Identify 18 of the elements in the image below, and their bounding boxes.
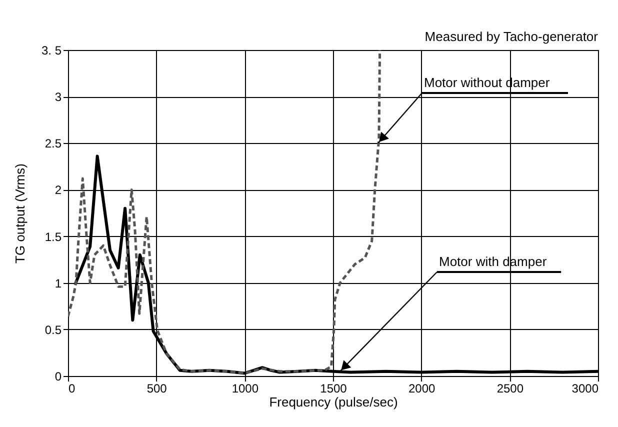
y-axis-title: TG output (Vrms) bbox=[12, 164, 28, 264]
y-tick-label: 0 bbox=[54, 370, 62, 384]
y-tick-label: 2.5 bbox=[44, 136, 62, 151]
x-tick-label: 0 bbox=[68, 382, 76, 396]
x-tick-label: 500 bbox=[146, 382, 168, 396]
y-tick-label: 3. 5 bbox=[41, 44, 62, 58]
x-tick-label: 2000 bbox=[408, 382, 436, 396]
y-tick-label: 2 bbox=[54, 183, 62, 198]
chart-subtitle: Measured by Tacho-generator bbox=[424, 29, 599, 44]
x-tick-label: 2500 bbox=[496, 382, 524, 396]
x-tick-label: 1500 bbox=[320, 382, 348, 396]
x-tick-label: 1000 bbox=[232, 382, 259, 396]
y-tick-label: 0.5 bbox=[44, 322, 62, 337]
y-tick-label: 1 bbox=[54, 276, 62, 290]
y-tick-label: 3 bbox=[54, 90, 62, 104]
x-axis-title: Frequency (pulse/sec) bbox=[269, 394, 398, 410]
y-tick-label: 1.5 bbox=[44, 230, 62, 244]
x-tick-label: 3000 bbox=[572, 382, 599, 396]
